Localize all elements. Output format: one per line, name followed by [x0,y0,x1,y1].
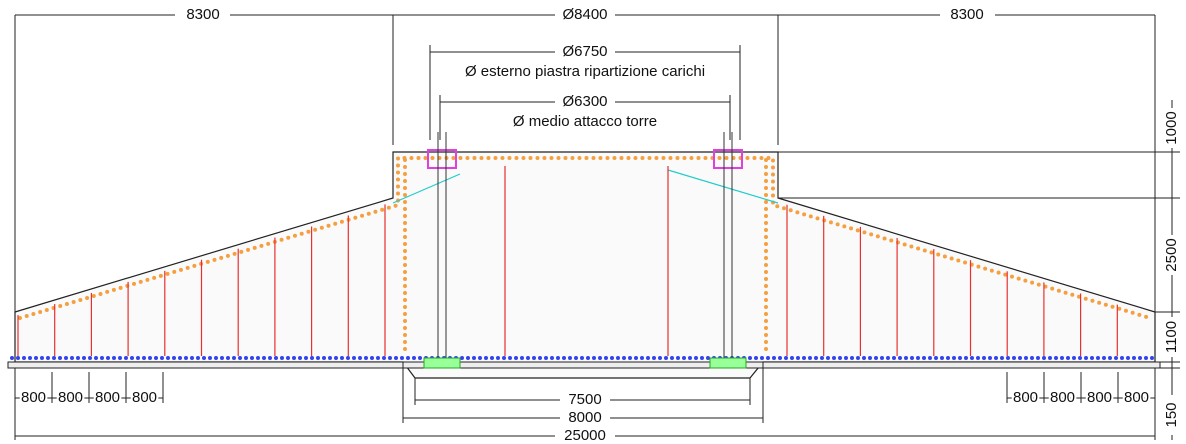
dim-label: 2500 [1163,238,1180,271]
note: Ø medio attacco torre [513,113,657,130]
dim-label: Ø8400 [562,6,607,23]
note: Ø esterno piastra ripartizione carichi [465,63,705,80]
dim-label: 800 [21,389,46,406]
dim-label: 1100 [1163,321,1180,353]
dim-label: 800 [58,389,83,406]
label-bg [1163,317,1181,357]
vertical-rebars [17,166,1118,356]
dim-label: 800 [1013,389,1038,406]
anchor-right [709,132,747,369]
dim-label: 8300 [950,6,983,23]
label-bg [1163,108,1181,148]
dim-label: 25000 [564,427,606,444]
cyan-line [667,169,779,204]
dim-label: 800 [1050,389,1075,406]
dim-label: 1000 [1163,111,1180,144]
dim-label: 800 [95,389,120,406]
dim-label: 7500 [568,391,601,408]
dim-label: 800 [132,389,157,406]
anchor-left [423,132,461,369]
dim-label: 8300 [186,6,219,23]
dim-label: 800 [1124,389,1149,406]
cyan-line [392,173,461,204]
label-bg [1163,235,1181,275]
label-bg [1163,395,1181,435]
foundation-body [14,151,1156,379]
dim-label: 150 [1163,402,1180,427]
dim-label: 8000 [568,409,601,426]
lean-concrete [7,361,1161,369]
dim-label: Ø6750 [562,43,607,60]
dim-label: Ø6300 [562,93,607,110]
bottom-ticks [14,372,1156,403]
perimeter-rebar [18,156,1152,320]
dim-label: 800 [1087,389,1112,406]
